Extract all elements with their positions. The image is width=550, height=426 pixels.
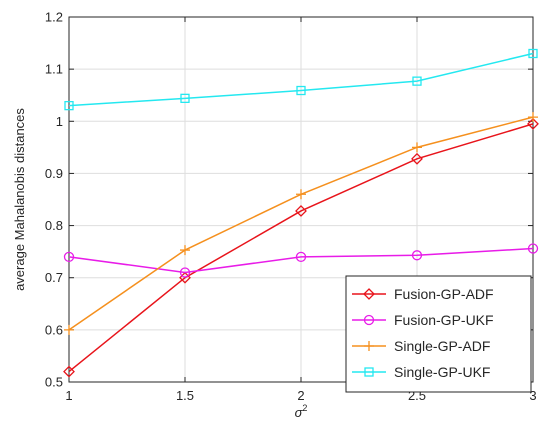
data-point	[412, 76, 422, 86]
legend-marker	[363, 314, 375, 326]
data-series	[63, 48, 539, 378]
series-line	[68, 52, 534, 107]
data-point	[528, 112, 538, 123]
series-single-gp-adf	[64, 112, 538, 335]
data-point	[411, 250, 423, 261]
y-tick-label: 0.7	[45, 270, 63, 285]
y-axis-label: average Mahalanobis distances	[12, 108, 27, 291]
series-line	[68, 123, 534, 373]
data-point	[63, 365, 75, 378]
y-tick-label: 0.9	[45, 166, 63, 181]
y-tick-label: 1	[56, 114, 63, 129]
data-point	[295, 205, 307, 217]
data-point	[296, 189, 306, 200]
data-point	[411, 152, 423, 165]
data-point	[64, 100, 74, 111]
x-axis-label-superscript: 2	[302, 403, 307, 413]
legend-marker	[364, 341, 374, 351]
legend-item: Fusion-GP-UKF	[352, 312, 494, 328]
legend-label: Single-GP-ADF	[394, 338, 490, 354]
legend-item: Single-GP-UKF	[352, 364, 490, 380]
data-point	[63, 251, 75, 263]
x-axis-label-base: σ	[295, 405, 304, 420]
legend-marker	[364, 367, 374, 377]
legend-item: Single-GP-ADF	[352, 338, 490, 354]
data-point	[295, 251, 307, 263]
data-point	[296, 85, 306, 96]
legend-label: Fusion-GP-UKF	[394, 312, 494, 328]
y-tick-label: 1.2	[45, 10, 63, 25]
x-tick-label: 1	[65, 388, 72, 403]
series-line	[68, 247, 534, 274]
x-tick-label: 1.5	[176, 388, 194, 403]
y-tick-label: 0.5	[45, 375, 63, 390]
x-tick-label: 2	[297, 388, 304, 403]
y-tick-label: 0.6	[45, 322, 63, 337]
legend-marker	[363, 288, 375, 300]
data-point	[64, 324, 74, 335]
series-fusion-gp-ukf	[63, 243, 539, 278]
series-single-gp-ukf	[64, 48, 538, 111]
x-tick-label: 3	[529, 388, 536, 403]
data-point	[179, 267, 191, 278]
legend-item: Fusion-GP-ADF	[352, 286, 494, 302]
data-point	[180, 245, 190, 256]
data-point	[180, 93, 190, 103]
data-point	[527, 117, 539, 130]
legend-label: Single-GP-UKF	[394, 364, 490, 380]
legend: Fusion-GP-ADF Fusion-GP-UKF Single-GP-ADF S…	[345, 275, 532, 393]
data-point	[527, 243, 539, 254]
data-point	[528, 48, 538, 59]
y-tick-label: 0.8	[45, 218, 63, 233]
data-point	[412, 142, 422, 153]
x-axis-label: σ2	[295, 403, 308, 420]
y-tick-label: 1.1	[45, 62, 63, 77]
legend-label: Fusion-GP-ADF	[394, 286, 494, 302]
